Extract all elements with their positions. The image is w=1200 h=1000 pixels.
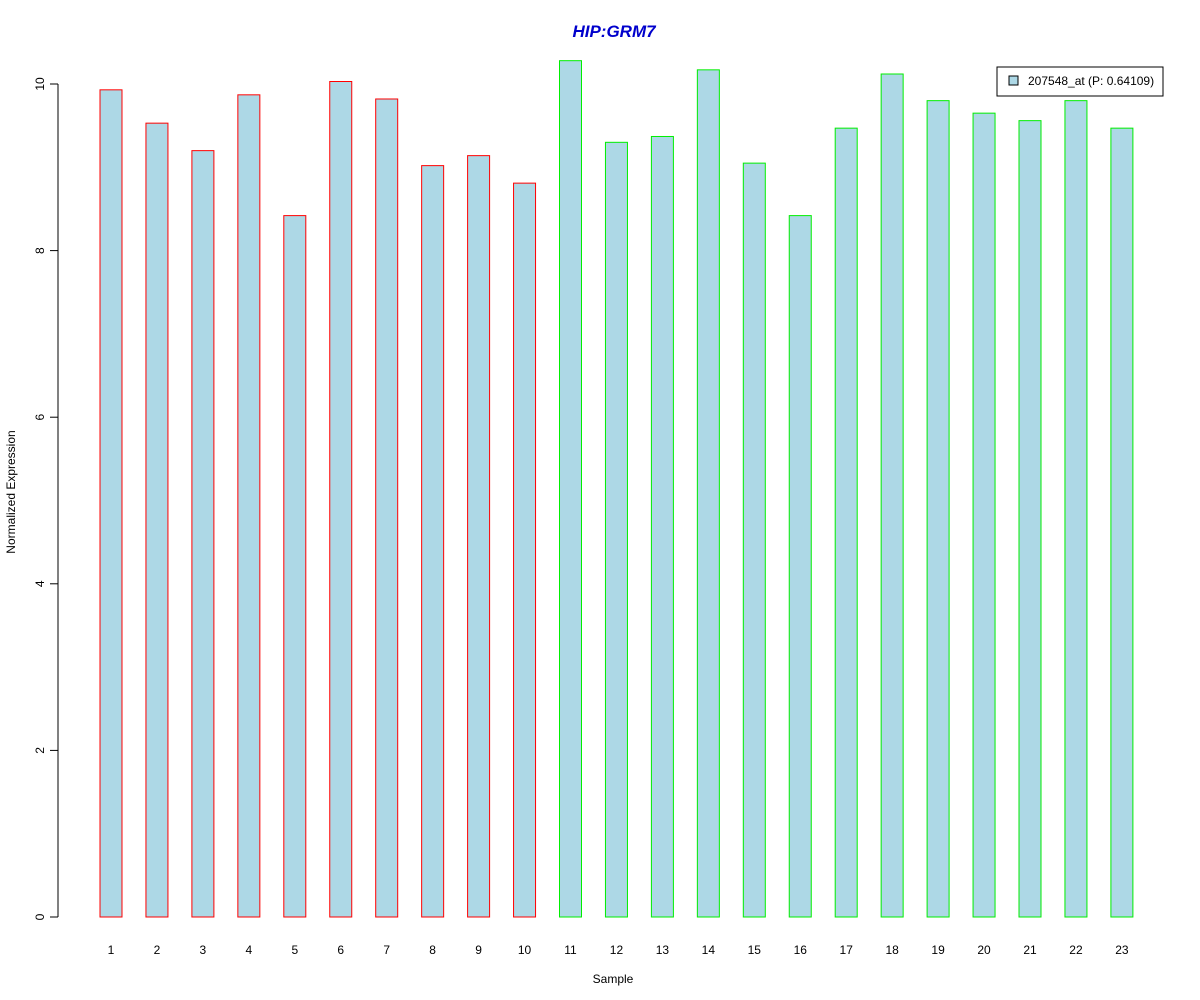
x-tick-label: 9: [475, 943, 482, 957]
x-tick-label: 23: [1115, 943, 1129, 957]
legend-swatch: [1008, 75, 1019, 86]
legend-box: [996, 66, 1164, 97]
bar-sample-12: [604, 141, 628, 918]
x-tick-label: 6: [337, 943, 344, 957]
bar-sample-18: [880, 73, 904, 918]
legend: 207548_at (P: 0.64109): [996, 66, 1164, 97]
x-tick-label: 10: [518, 943, 532, 957]
x-tick-label: 22: [1069, 943, 1083, 957]
x-tick-label: 21: [1023, 943, 1037, 957]
bar-sample-21: [1018, 120, 1042, 918]
bars-group: [99, 60, 1134, 918]
bar-sample-15: [742, 162, 766, 918]
x-tick-label: 19: [931, 943, 945, 957]
bar-sample-22: [1064, 100, 1088, 918]
bar-sample-13: [650, 135, 674, 918]
y-tick-label: 10: [33, 77, 47, 91]
x-tick-label: 3: [200, 943, 207, 957]
x-tick-label: 15: [748, 943, 762, 957]
bar-sample-7: [375, 98, 399, 918]
bar-sample-10: [513, 182, 537, 918]
legend-label: 207548_at (P: 0.64109): [1028, 74, 1154, 88]
x-tick-label: 12: [610, 943, 624, 957]
x-tick-label: 1: [108, 943, 115, 957]
bar-sample-23: [1110, 127, 1134, 918]
x-tick-label: 7: [383, 943, 390, 957]
x-tick-label: 11: [564, 943, 577, 957]
x-axis-label: Sample: [593, 972, 634, 986]
y-tick-label: 0: [33, 913, 47, 920]
x-tick-label: 14: [702, 943, 716, 957]
x-tick-label: 2: [154, 943, 161, 957]
y-tick-label: 4: [33, 580, 47, 587]
bar-sample-20: [972, 112, 996, 918]
bar-sample-2: [145, 122, 169, 918]
bar-sample-9: [467, 155, 491, 918]
bar-sample-1: [99, 89, 123, 918]
x-tick-label: 20: [977, 943, 991, 957]
bar-sample-8: [421, 165, 445, 918]
x-tick-label: 4: [246, 943, 253, 957]
x-tick-label: 16: [794, 943, 808, 957]
bar-sample-17: [834, 127, 858, 918]
x-tick-label: 17: [840, 943, 854, 957]
bar-sample-6: [329, 81, 353, 918]
bar-sample-19: [926, 100, 950, 918]
x-tick-label: 8: [429, 943, 436, 957]
bar-sample-4: [237, 94, 261, 918]
x-tick-labels: 1 2 3 4 5 6 7 8 9 10 11 12 13 14 15 16 17 18 19 20 21 22 23: [108, 943, 1129, 957]
bar-sample-16: [788, 215, 812, 918]
bar-sample-14: [696, 69, 720, 918]
y-tick-label: 8: [33, 247, 47, 254]
y-tick-label: 2: [33, 747, 47, 754]
x-tick-label: 18: [885, 943, 899, 957]
chart-title: HIP:GRM7: [572, 22, 657, 41]
bar-sample-3: [191, 150, 215, 918]
bar-sample-5: [283, 215, 307, 918]
x-tick-label: 13: [656, 943, 670, 957]
y-axis: 0 2 4 6 8 10: [33, 77, 59, 920]
y-tick-label: 6: [33, 414, 47, 421]
y-axis-label: Normalized Expression: [4, 430, 18, 553]
x-tick-label: 5: [291, 943, 298, 957]
bar-sample-11: [559, 60, 582, 918]
